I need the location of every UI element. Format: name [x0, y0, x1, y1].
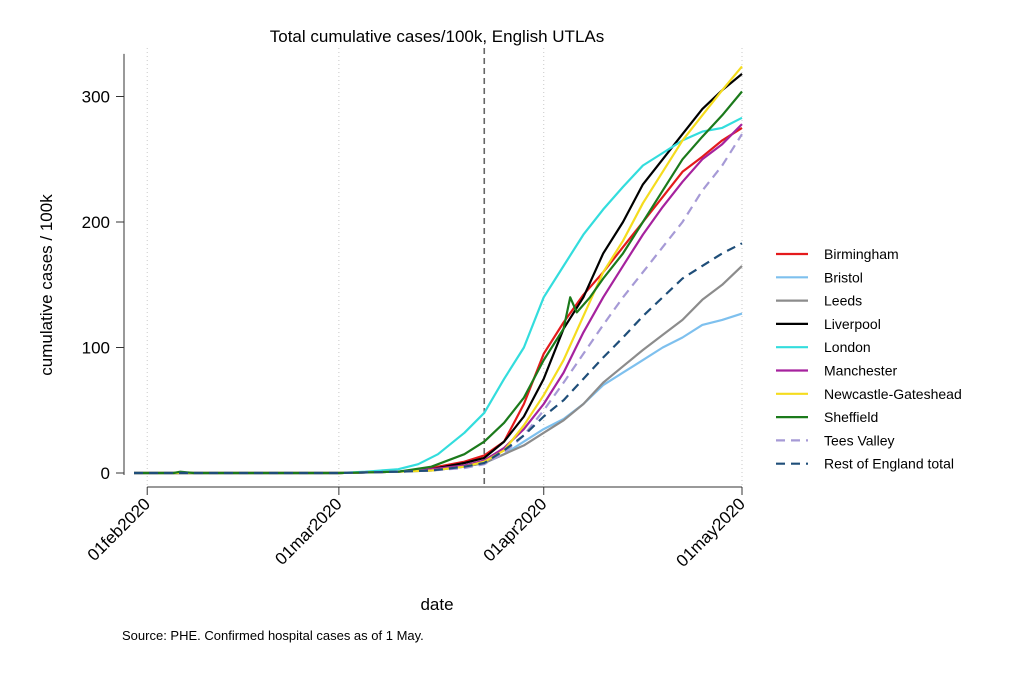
legend-label: Newcastle-Gateshead — [824, 386, 962, 402]
series-line-birmingham — [134, 126, 743, 475]
chart-title: Total cumulative cases/100k, English UTL… — [270, 27, 605, 46]
source-note: Source: PHE. Confirmed hospital cases as… — [122, 628, 424, 643]
series-line-sheffield — [134, 90, 743, 475]
series-line-rest-of-england-total — [134, 242, 743, 475]
series-layer — [134, 65, 743, 475]
legend-label: Sheffield — [824, 409, 878, 425]
legend-label: Manchester — [824, 363, 897, 379]
x-tick-label: 01mar2020 — [271, 494, 345, 568]
series-line-newcastle-gateshead — [134, 65, 743, 475]
legend-label: Rest of England total — [824, 456, 954, 472]
series-line-leeds — [134, 265, 743, 475]
y-tick-label: 300 — [82, 88, 110, 107]
series-line-manchester — [134, 123, 743, 475]
y-axis-title: cumulative cases / 100k — [37, 194, 56, 376]
x-tick-label: 01may2020 — [673, 494, 749, 570]
legend-label: Leeds — [824, 293, 862, 309]
x-tick-label: 01feb2020 — [84, 494, 154, 564]
legend-label: Bristol — [824, 269, 863, 285]
legend-label: London — [824, 339, 871, 355]
x-axis-title: date — [420, 595, 453, 614]
x-tick-label: 01apr2020 — [480, 494, 551, 565]
grid-layer — [146, 48, 743, 487]
series-line-tees-valley — [134, 133, 743, 475]
y-tick-label: 0 — [101, 464, 110, 483]
legend: Birmingham Bristol Leeds Liverpool London Man… — [776, 246, 962, 472]
series-line-london — [134, 116, 743, 475]
series-line-bristol — [134, 312, 743, 475]
y-tick-label: 100 — [82, 339, 110, 358]
legend-label: Birmingham — [824, 246, 899, 262]
series-line-liverpool — [134, 73, 743, 475]
y-tick-label: 200 — [82, 213, 110, 232]
axes-layer: 0 100 200 300 01feb2020 01mar2020 01apr2020 01m… — [82, 53, 749, 571]
legend-label: Tees Valley — [824, 432, 895, 448]
legend-label: Liverpool — [824, 316, 881, 332]
